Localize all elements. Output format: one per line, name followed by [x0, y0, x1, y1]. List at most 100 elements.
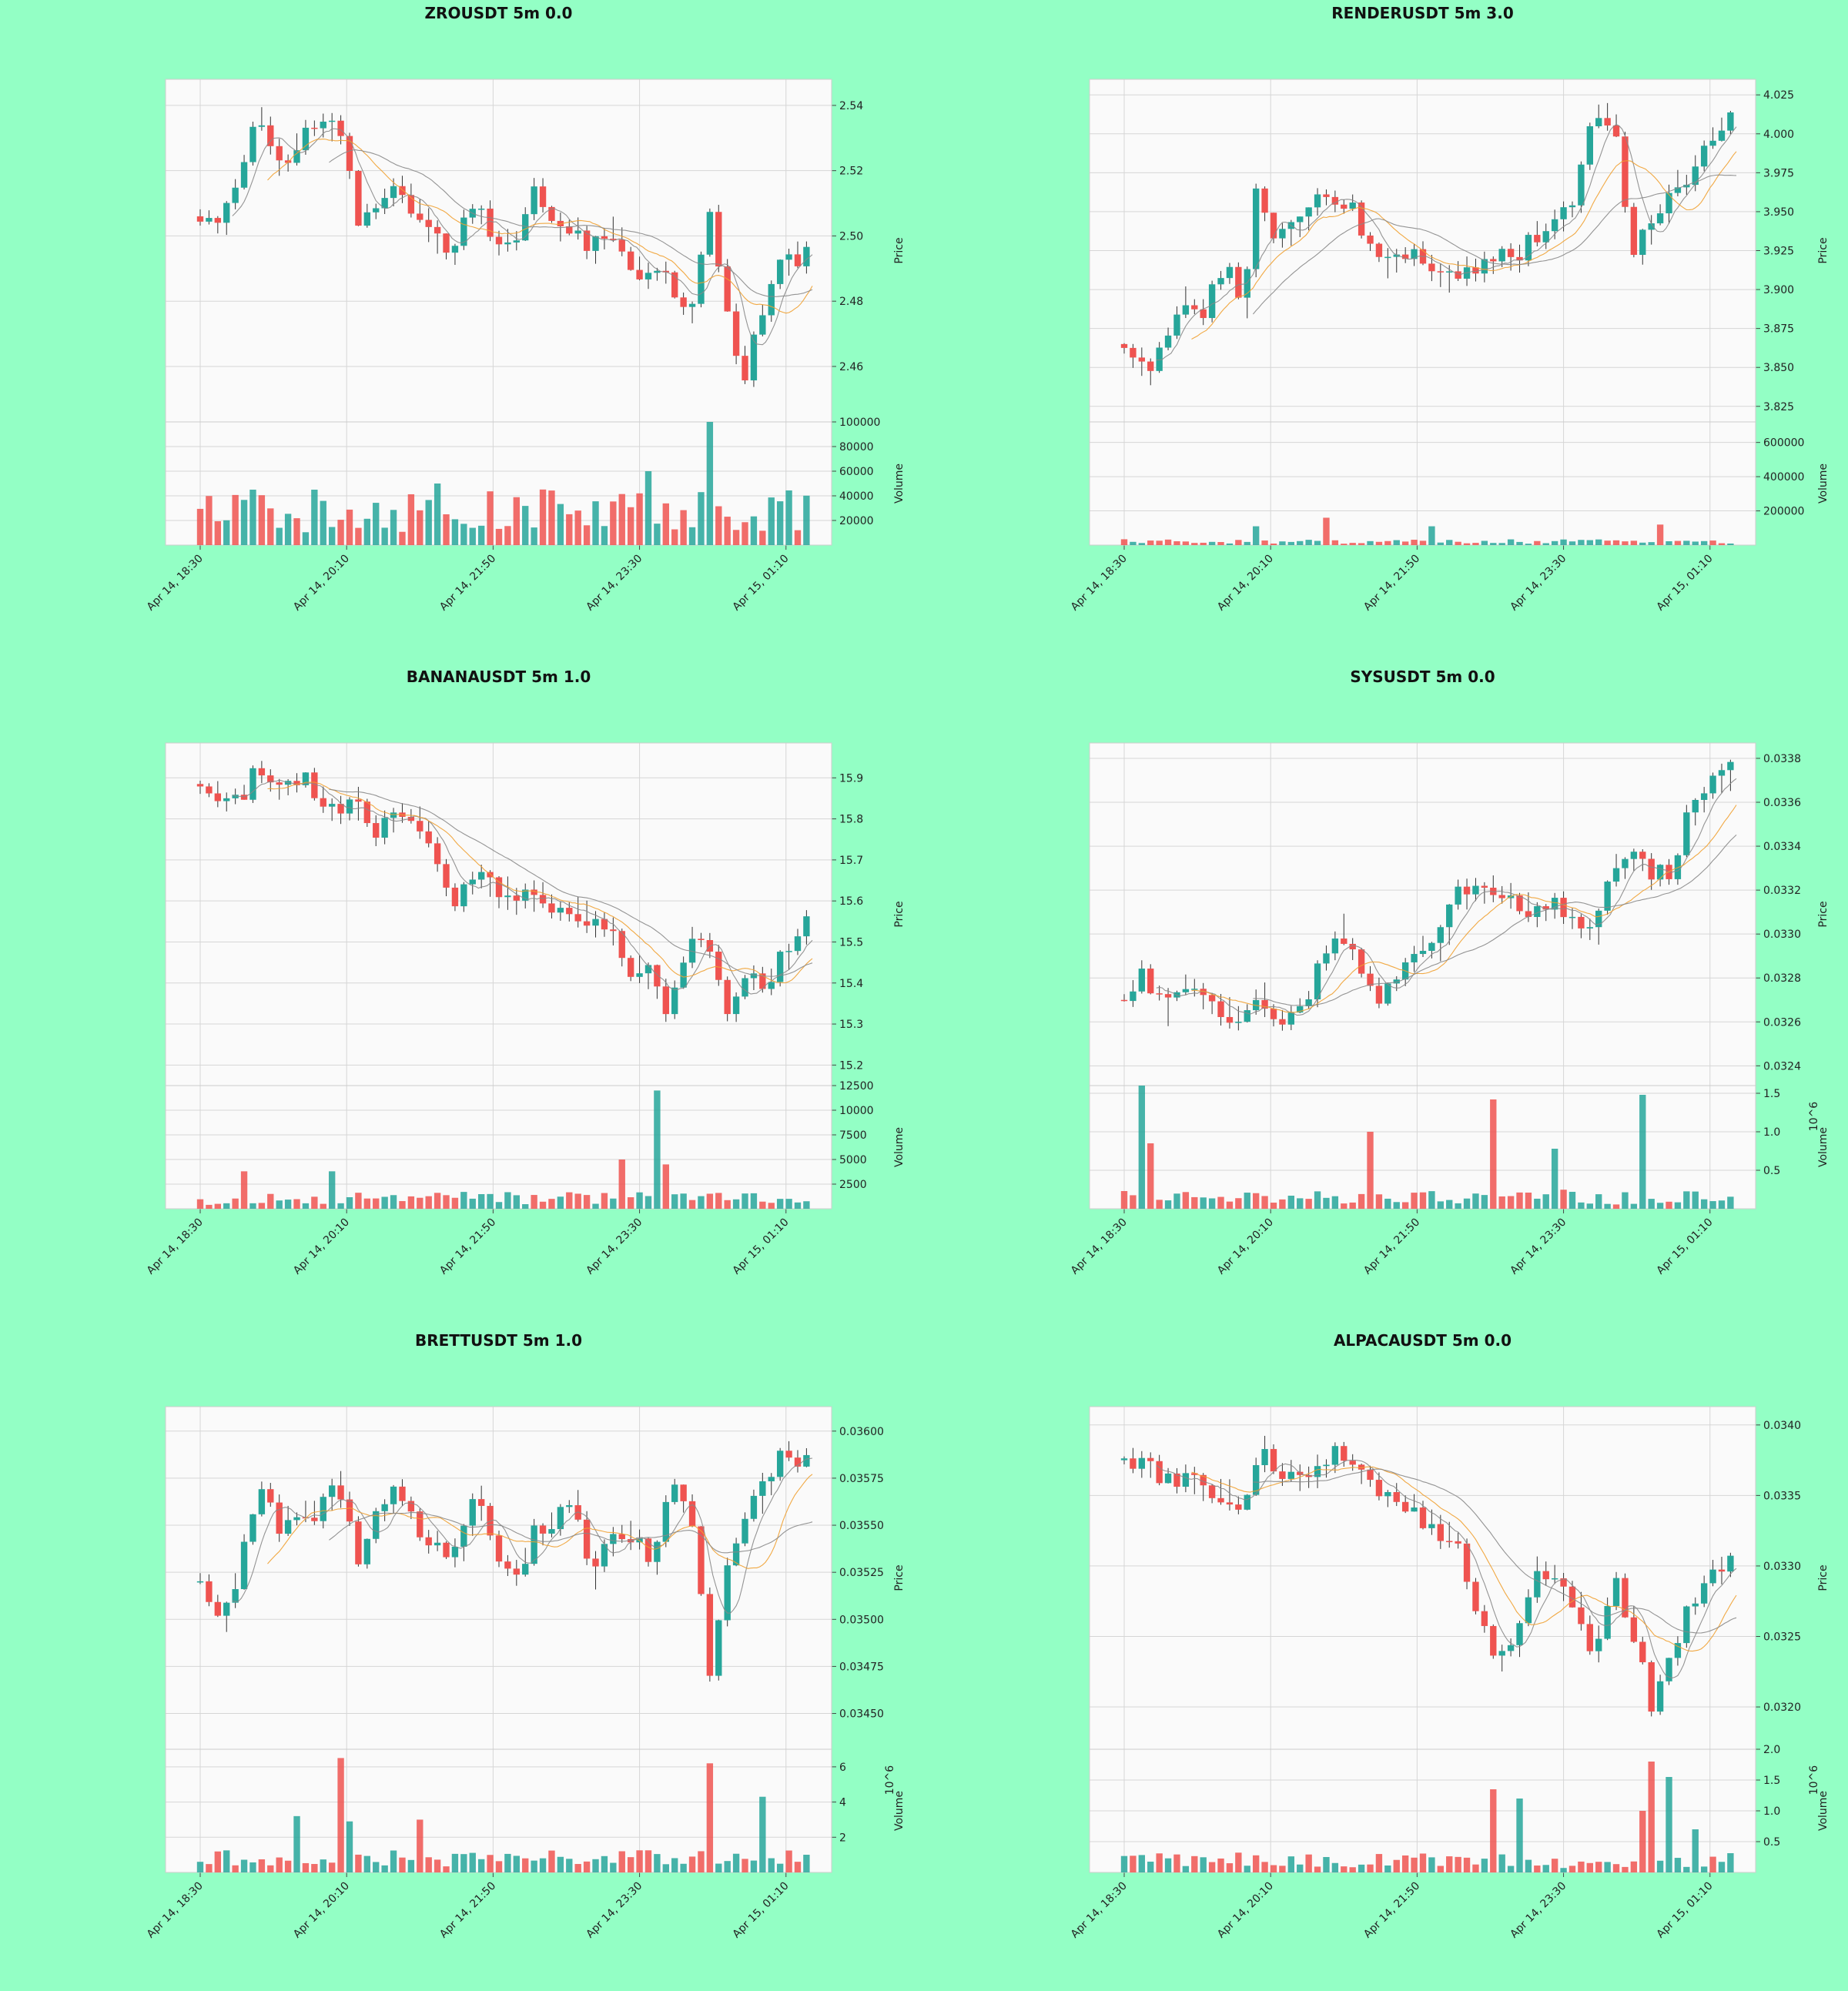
volume-bar: [1542, 1194, 1549, 1209]
volume-bar: [477, 1194, 485, 1209]
candle-body: [1191, 1473, 1198, 1475]
candle-body: [1393, 979, 1400, 984]
candle-body: [1401, 1501, 1409, 1512]
candle-body: [1666, 1658, 1672, 1681]
candle-body: [732, 1543, 740, 1566]
volume-tick-label: 400000: [1763, 471, 1804, 484]
candle-body: [469, 879, 476, 885]
candle-body: [601, 919, 608, 930]
candle-body: [1349, 943, 1356, 950]
candle-body: [460, 217, 467, 246]
volume-bar: [1297, 540, 1304, 545]
volume-bar: [1393, 1859, 1400, 1872]
candle-body: [1138, 969, 1146, 992]
candle-body: [293, 1517, 300, 1521]
volume-bar: [1727, 1852, 1734, 1872]
candle-body: [680, 297, 687, 307]
volume-plot-area: [166, 1749, 832, 1872]
volume-bar: [715, 506, 722, 545]
candle-body: [698, 254, 705, 304]
volume-bar: [223, 1203, 230, 1209]
price-tick-label: 2.46: [839, 361, 863, 373]
volume-bar: [1507, 1866, 1515, 1872]
volume-bar: [495, 528, 503, 545]
volume-bar: [1235, 1852, 1242, 1872]
volume-bar: [1200, 1857, 1207, 1872]
candle-body: [1375, 985, 1383, 1004]
moving-average-line: [1191, 805, 1737, 1013]
candle-body: [1630, 1617, 1638, 1642]
moving-average-line: [1191, 151, 1737, 340]
x-tick-label: Apr 15, 01:10: [1655, 1880, 1716, 1941]
volume-bar: [1490, 1789, 1497, 1872]
moving-average-line: [232, 128, 813, 346]
volume-bar: [539, 489, 547, 545]
volume-plot-area: [166, 422, 832, 545]
candle-body: [688, 303, 696, 307]
candle-body: [548, 903, 555, 913]
candle-body: [1683, 185, 1690, 188]
candle-body: [1472, 885, 1479, 895]
candle-body: [1411, 249, 1418, 259]
candle-body: [768, 1477, 775, 1481]
volume-bar: [1305, 1854, 1312, 1872]
candle-body: [425, 219, 432, 227]
volume-bar: [487, 1855, 494, 1872]
volume-bar: [1700, 1199, 1708, 1209]
candle-body: [1341, 938, 1348, 944]
volume-bar: [328, 527, 336, 545]
volume-bar: [539, 1201, 547, 1209]
volume-bar: [1437, 542, 1444, 545]
x-tick-label: Apr 14, 20:10: [291, 553, 352, 614]
candle-body: [1525, 1597, 1532, 1624]
volume-bar: [601, 1855, 608, 1872]
candle-body: [785, 951, 792, 952]
volume-tick-label: 2.0: [1763, 1744, 1780, 1756]
volume-bar: [1287, 1856, 1295, 1872]
volume-bar: [1314, 1866, 1321, 1872]
volume-bar: [328, 1171, 336, 1209]
candle-body: [1428, 263, 1435, 272]
volume-bar: [1208, 1198, 1216, 1209]
price-tick-label: 3.925: [1763, 246, 1794, 258]
volume-bar: [1455, 541, 1461, 545]
volume-bar: [1401, 1855, 1409, 1872]
x-tick-label: Apr 14, 18:30: [145, 553, 206, 614]
candle-body: [1463, 886, 1471, 895]
candle-body: [531, 1525, 537, 1564]
volume-bar: [785, 1199, 792, 1209]
candle-body: [742, 978, 748, 997]
candle-body: [1235, 266, 1242, 298]
candle-body: [206, 786, 213, 794]
candle-body: [355, 799, 362, 802]
candle-body: [267, 125, 274, 146]
candle-body: [267, 1489, 274, 1503]
volume-bar: [1358, 543, 1365, 545]
candle-body: [249, 1514, 256, 1542]
volume-bar: [320, 1203, 326, 1209]
volume-bar: [504, 1192, 511, 1209]
volume-bar: [601, 526, 608, 545]
volume-bar: [1401, 1202, 1409, 1209]
volume-bar: [1331, 1862, 1339, 1872]
volume-bar: [1578, 1861, 1585, 1872]
price-axis-label: Price: [893, 901, 906, 927]
volume-bar: [355, 527, 362, 545]
candle-body: [214, 1601, 222, 1616]
volume-bar: [258, 1859, 266, 1872]
chart-title: ALPACAUSDT 5m 0.0: [1334, 1331, 1512, 1350]
volume-bar: [1130, 1195, 1137, 1209]
candle-body: [1384, 256, 1391, 259]
candle-body: [434, 226, 441, 234]
volume-bar: [206, 496, 213, 545]
volume-bar: [1164, 1858, 1172, 1872]
volume-bar: [698, 1851, 705, 1872]
candle-body: [1349, 1461, 1356, 1465]
volume-bar: [548, 1199, 555, 1209]
x-tick-label: Apr 14, 20:10: [291, 1880, 352, 1941]
candle-body: [750, 973, 758, 979]
volume-bar: [557, 504, 564, 545]
volume-bar: [1182, 1866, 1190, 1872]
volume-bar: [1612, 540, 1620, 545]
candle-body: [1384, 983, 1391, 1004]
